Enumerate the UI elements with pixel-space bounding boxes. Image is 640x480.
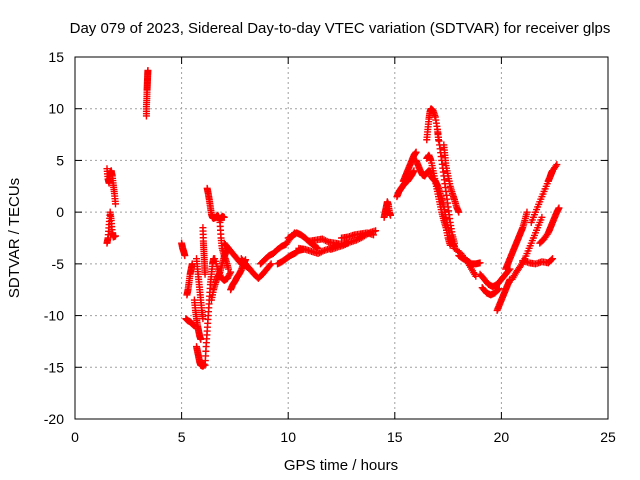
data-point xyxy=(344,239,352,247)
data-point xyxy=(340,241,348,249)
x-tick-label: 15 xyxy=(387,429,403,445)
y-tick-label: -10 xyxy=(44,308,64,324)
y-tick-label: 5 xyxy=(56,152,64,168)
data-point xyxy=(226,270,234,278)
y-tick-label: 0 xyxy=(56,204,64,220)
x-tick-label: 20 xyxy=(494,429,510,445)
data-point xyxy=(318,235,326,243)
data-point xyxy=(112,200,120,208)
data-point xyxy=(225,265,233,273)
data-points xyxy=(103,66,563,370)
data-point xyxy=(319,247,327,255)
data-point xyxy=(455,248,463,256)
data-point xyxy=(412,148,420,156)
data-point xyxy=(538,213,546,221)
data-point xyxy=(476,259,484,267)
data-point xyxy=(267,260,275,268)
data-point xyxy=(323,237,331,245)
data-point xyxy=(199,315,207,323)
data-point xyxy=(181,252,189,260)
grid xyxy=(75,57,608,419)
data-point xyxy=(197,335,205,343)
x-tick-label: 25 xyxy=(600,429,616,445)
data-point xyxy=(112,232,120,240)
data-point xyxy=(317,248,325,256)
data-point xyxy=(200,360,208,368)
data-point xyxy=(224,273,232,281)
data-point xyxy=(410,167,418,175)
y-tick-label: 10 xyxy=(48,101,64,117)
data-point xyxy=(201,270,209,278)
x-tick-label: 5 xyxy=(178,429,186,445)
data-point xyxy=(549,255,557,263)
data-point xyxy=(555,204,563,212)
data-point xyxy=(455,208,463,216)
data-point xyxy=(144,66,152,74)
data-point xyxy=(549,167,557,175)
data-point xyxy=(387,211,395,219)
y-tick-label: -20 xyxy=(44,411,64,427)
x-tick-label: 0 xyxy=(71,429,79,445)
data-point xyxy=(552,162,560,170)
chart-title: Day 079 of 2023, Sidereal Day-to-day VTE… xyxy=(70,20,611,37)
data-point xyxy=(553,161,561,169)
data-point xyxy=(322,237,330,245)
data-point xyxy=(225,271,233,279)
y-tick-label: 15 xyxy=(48,49,64,65)
x-tick-label: 10 xyxy=(280,429,296,445)
data-point xyxy=(223,274,231,282)
data-point xyxy=(372,227,380,235)
data-point xyxy=(343,240,351,248)
y-axis-title: SDTVAR / TECUs xyxy=(6,178,23,298)
data-point xyxy=(316,249,324,257)
data-point xyxy=(341,240,349,248)
x-axis-title: GPS time / hours xyxy=(284,457,398,474)
data-point xyxy=(494,286,502,294)
data-point xyxy=(523,208,531,216)
data-point xyxy=(369,231,377,239)
data-point xyxy=(548,256,556,264)
y-tick-label: -15 xyxy=(44,359,64,375)
y-tick-label: -5 xyxy=(52,256,65,272)
data-point xyxy=(266,261,274,269)
tick-labels: 0 5 10 15 20 25 -20 -15 -10 -5 0 5 10 15 xyxy=(44,49,616,445)
data-point xyxy=(495,285,503,293)
plot-frame xyxy=(74,56,609,420)
data-point xyxy=(220,213,228,221)
data-point xyxy=(472,272,480,280)
data-point xyxy=(320,236,328,244)
data-point xyxy=(314,250,322,258)
